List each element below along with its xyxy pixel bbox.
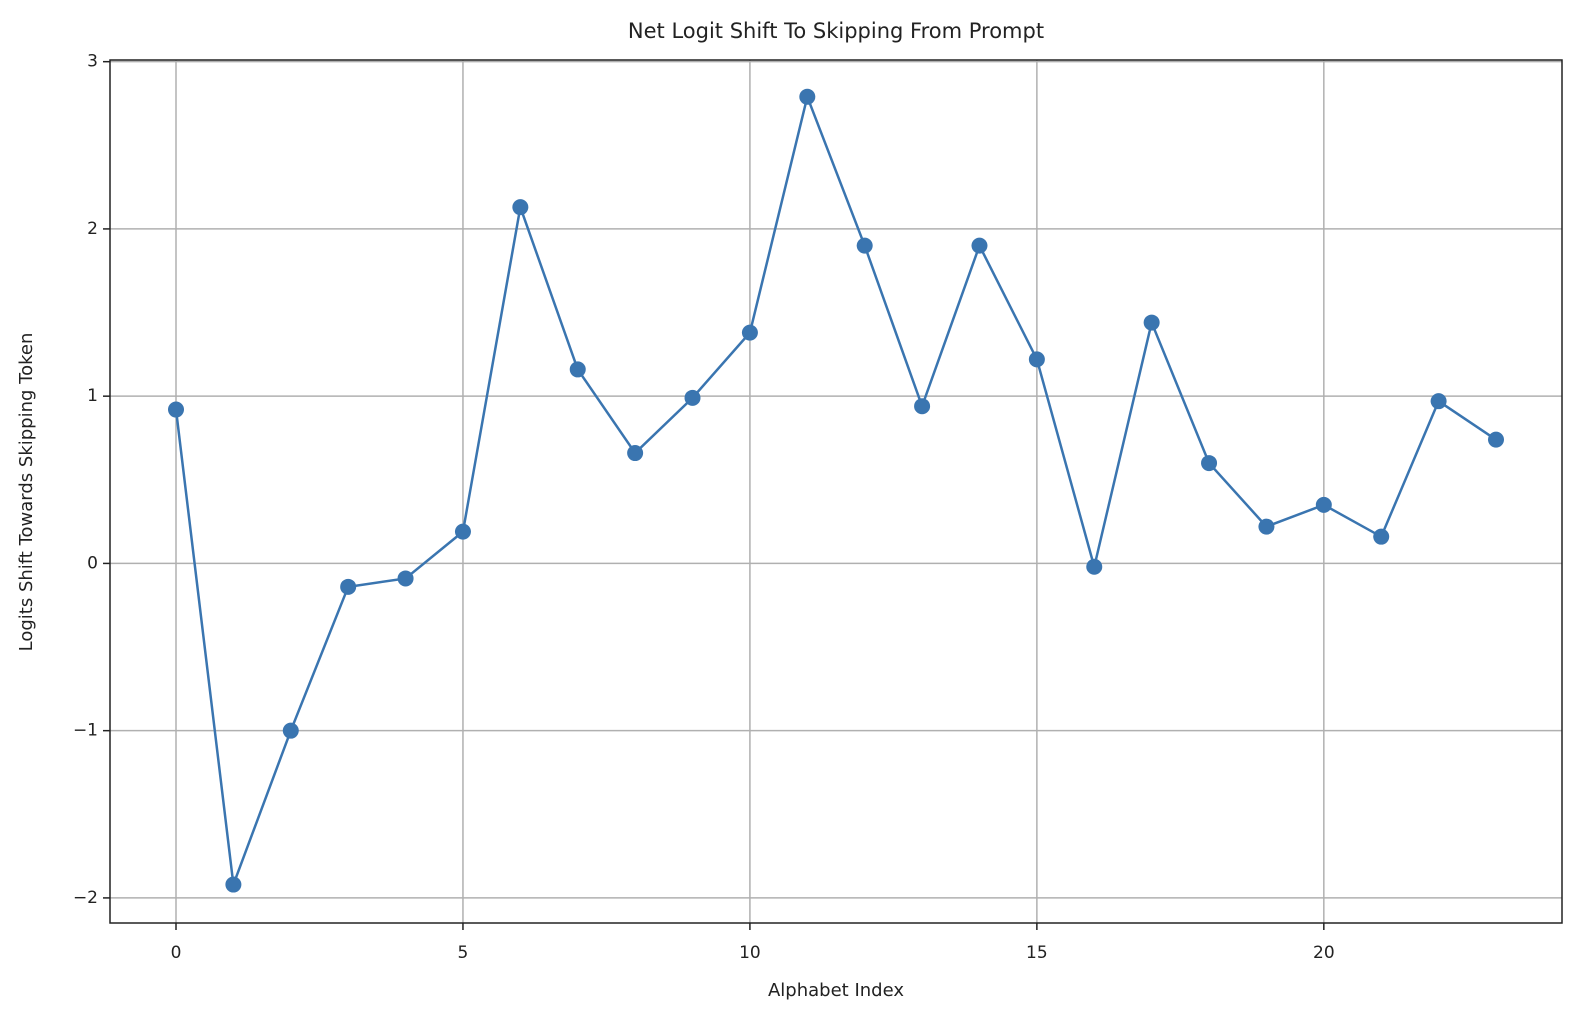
point xyxy=(684,389,701,406)
y-tick-label: 3 xyxy=(87,52,98,72)
point xyxy=(856,237,873,254)
x-tick-label: 5 xyxy=(458,943,469,963)
point xyxy=(168,401,184,418)
x-tick-label: 10 xyxy=(739,943,761,963)
y-axis-label: Logits Shift Towards Skipping Token xyxy=(16,333,37,652)
point xyxy=(512,199,529,216)
point xyxy=(454,523,471,540)
x-tick-label: 15 xyxy=(1026,943,1048,963)
x-axis-label: Alphabet Index xyxy=(768,980,904,1001)
point xyxy=(340,578,357,595)
point xyxy=(741,324,758,341)
point xyxy=(799,88,816,105)
point xyxy=(1373,528,1390,545)
point xyxy=(225,876,242,893)
point xyxy=(1430,393,1447,410)
point xyxy=(627,445,644,462)
y-tick-label: 1 xyxy=(87,386,98,406)
point xyxy=(914,398,931,415)
plot-frame xyxy=(109,59,1563,924)
x-tick-label: 20 xyxy=(1313,943,1335,963)
y-tick-label: 0 xyxy=(87,553,98,573)
point xyxy=(1315,496,1332,513)
point xyxy=(1488,431,1504,448)
y-tick-label: −1 xyxy=(73,721,98,741)
point xyxy=(1201,455,1218,472)
point xyxy=(282,722,299,739)
point xyxy=(971,237,988,254)
y-tick-label: 2 xyxy=(87,219,98,239)
point xyxy=(569,361,586,378)
point xyxy=(1143,314,1160,331)
point xyxy=(1086,558,1103,575)
line xyxy=(174,92,1497,885)
point xyxy=(397,570,414,587)
x-tick-label: 0 xyxy=(171,943,182,963)
point xyxy=(1258,518,1275,535)
y-tick-label: −2 xyxy=(73,888,98,908)
chart-title: Net Logit Shift To Skipping From Prompt xyxy=(628,19,1044,43)
point xyxy=(1028,351,1045,368)
